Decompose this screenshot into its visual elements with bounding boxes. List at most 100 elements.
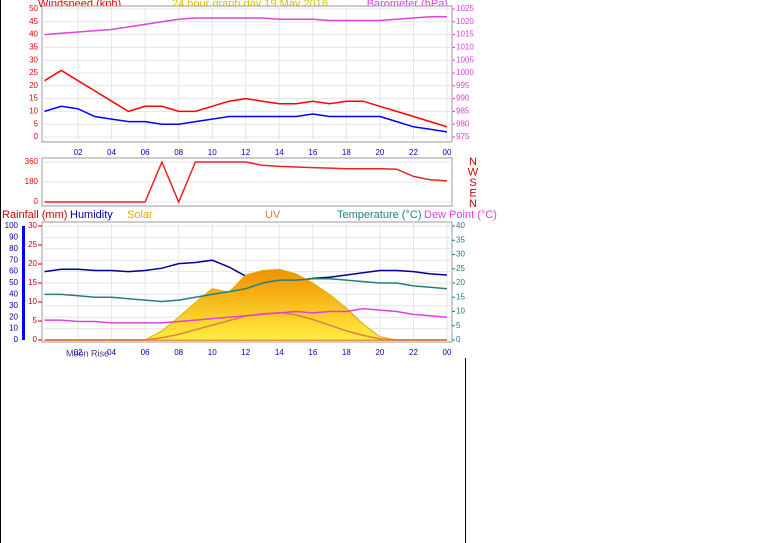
legend-entry: Humidity: [70, 209, 113, 221]
rain-tick-label: 20: [28, 259, 37, 268]
x-tick-label: 14: [275, 148, 284, 157]
y-tick-label: 50: [29, 4, 38, 13]
y-tick-label: 30: [9, 301, 18, 310]
y-tick-label: 40: [9, 290, 18, 299]
x-tick-label: 18: [342, 148, 351, 157]
series-line: [44, 277, 448, 303]
y2-tick-label: 35: [456, 235, 465, 244]
x-tick-label: 08: [174, 348, 183, 357]
y-tick-label: 360: [25, 157, 39, 166]
x-tick-label: 06: [141, 348, 150, 357]
x-tick-label: 04: [107, 348, 116, 357]
rain-axis-bar: [22, 226, 25, 340]
compass-label: N: [469, 198, 477, 210]
x-tick-label: 12: [241, 148, 250, 157]
x-tick-label: 10: [208, 348, 217, 357]
y-tick-label: 20: [29, 81, 38, 90]
legend-entry: Rainfall (mm): [2, 209, 67, 221]
x-tick-label: 18: [342, 348, 351, 357]
y-tick-label: 0: [34, 197, 39, 206]
y2-tick-label: 25: [456, 264, 465, 273]
x-tick-label: 20: [375, 148, 384, 157]
series-line: [44, 307, 448, 324]
y-tick-label: 25: [29, 68, 38, 77]
y-tick-label: 35: [29, 43, 38, 52]
y-tick-label: 45: [29, 17, 38, 26]
series-line: [44, 69, 448, 128]
x-tick-label: 20: [375, 348, 384, 357]
y2-tick-label: 15: [456, 292, 465, 301]
y-tick-label: 90: [9, 233, 18, 242]
y-tick-label: 180: [25, 177, 39, 186]
y2-tick-label: 0: [456, 335, 461, 344]
y2-tick-label: 40: [456, 221, 465, 230]
y2-tick-label: 985: [456, 107, 470, 116]
rain-tick-label: 25: [28, 240, 37, 249]
compass-label: S: [469, 177, 476, 189]
y-tick-label: 80: [9, 244, 18, 253]
y-tick-label: 5: [34, 119, 39, 128]
rain-tick-label: 0: [33, 335, 38, 344]
y-tick-label: 100: [5, 221, 19, 230]
x-tick-label: 00: [443, 348, 452, 357]
y2-tick-label: 990: [456, 94, 470, 103]
y-tick-label: 15: [29, 94, 38, 103]
rain-tick-label: 5: [33, 316, 38, 325]
y-tick-label: 30: [29, 55, 38, 64]
y-tick-label: 10: [29, 107, 38, 116]
y-tick-label: 50: [9, 278, 18, 287]
y2-tick-label: 20: [456, 278, 465, 287]
y2-tick-label: 5: [456, 321, 461, 330]
y-tick-label: 60: [9, 267, 18, 276]
moon-rise: Moon Rise: [66, 348, 109, 358]
x-tick-label: 22: [409, 348, 418, 357]
y-tick-label: 70: [9, 255, 18, 264]
series-line: [44, 15, 447, 36]
x-tick-label: 02: [74, 148, 83, 157]
rain-tick-label: 15: [28, 278, 37, 287]
chart-title: 24 hour graph day 19 May 2016: [172, 0, 328, 10]
x-tick-label: 06: [141, 148, 150, 157]
y2-tick-label: 30: [456, 250, 465, 259]
baro-label: Barometer (hPa): [367, 0, 448, 10]
y2-tick-label: 10: [456, 307, 465, 316]
x-tick-label: 00: [443, 148, 452, 157]
rain-tick-label: 30: [28, 221, 37, 230]
y2-tick-label: 995: [456, 81, 470, 90]
y2-tick-label: 1025: [456, 4, 474, 13]
y2-tick-label: 1010: [456, 43, 474, 52]
plot-area: [41, 5, 453, 143]
x-tick-label: 10: [208, 148, 217, 157]
y2-tick-label: 1015: [456, 30, 474, 39]
y2-tick-label: 1000: [456, 68, 474, 77]
y-tick-label: 20: [9, 312, 18, 321]
x-tick-label: 22: [409, 148, 418, 157]
wind-label: Windspeed (kph): [38, 0, 121, 10]
compass-label: W: [468, 166, 479, 178]
compass-label: E: [469, 187, 476, 199]
y2-tick-label: 1020: [456, 17, 474, 26]
x-tick-label: 08: [174, 148, 183, 157]
y-tick-label: 0: [14, 335, 19, 344]
series-line: [44, 105, 448, 133]
y-tick-label: 10: [9, 324, 18, 333]
x-tick-label: 12: [241, 348, 250, 357]
x-tick-label: 02: [74, 348, 83, 357]
x-tick-label: 16: [308, 348, 317, 357]
y2-tick-label: 1005: [456, 55, 474, 64]
legend-entry: Solar: [127, 209, 153, 221]
y-tick-label: 0: [34, 132, 39, 141]
y-tick-label: 40: [29, 30, 38, 39]
x-tick-label: 14: [275, 348, 284, 357]
y2-tick-label: 980: [456, 119, 470, 128]
legend-entry: Dew Point (°C): [424, 209, 497, 221]
compass-label: N: [469, 156, 477, 168]
series-line: [44, 160, 448, 204]
rain-tick-label: 10: [28, 297, 37, 306]
y2-tick-label: 975: [456, 132, 470, 141]
legend-entry: Temperature (°C): [337, 209, 421, 221]
legend-entry: UV: [265, 209, 281, 221]
x-tick-label: 04: [107, 148, 116, 157]
x-tick-label: 16: [308, 148, 317, 157]
